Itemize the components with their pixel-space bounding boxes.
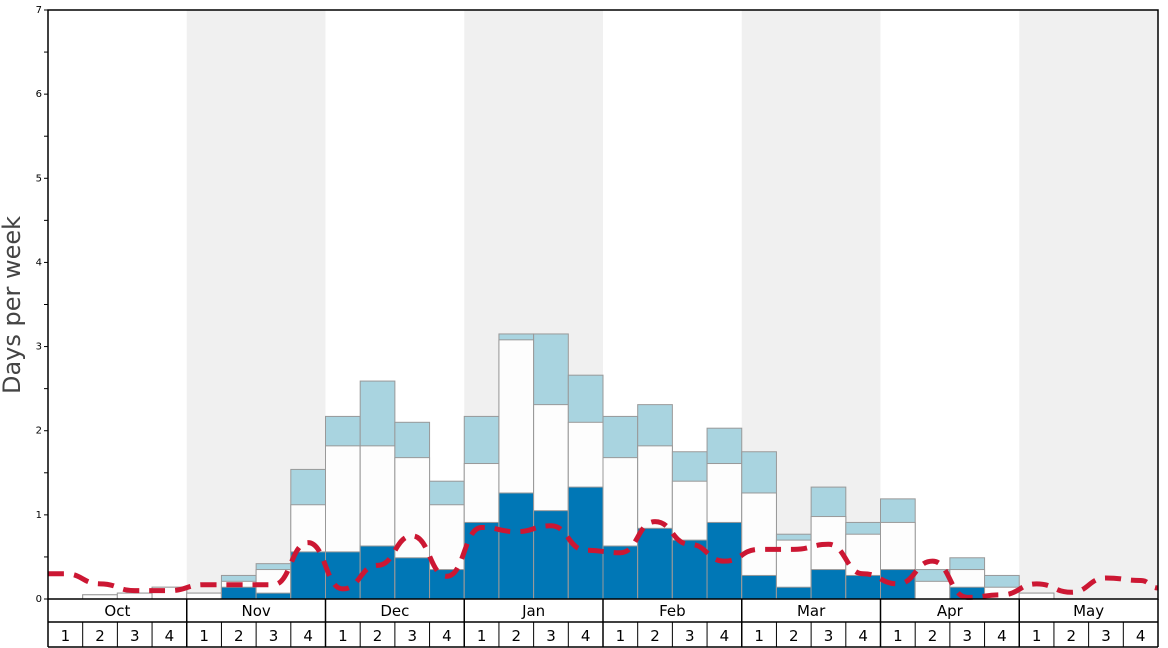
bar-segment xyxy=(741,574,777,600)
week-label: 4 xyxy=(1136,627,1146,645)
week-label: 1 xyxy=(477,627,487,645)
week-label: 1 xyxy=(616,627,626,645)
week-label: 4 xyxy=(442,627,452,645)
week-label: 3 xyxy=(1101,627,1111,645)
week-label: 4 xyxy=(720,627,730,645)
week-label: 2 xyxy=(928,627,938,645)
month-label: Jan xyxy=(521,602,545,620)
bar-segment xyxy=(845,574,881,600)
bar-segment xyxy=(498,492,535,600)
x-axis-labels: Oct 1 2 3 4 Nov 1 2 3 4 Dec 1 2 3 4 Jan 1 2 3 4 Feb 1 2 3 4 Mar 1 2… xyxy=(47,599,1159,648)
y-tick-label: 6 xyxy=(36,89,42,100)
y-tick-label: 3 xyxy=(36,342,42,353)
y-tick-label: 0 xyxy=(36,594,42,605)
y-tick-label: 7 xyxy=(36,5,42,16)
bar-segment xyxy=(810,569,847,600)
month-band xyxy=(1019,10,1158,599)
week-label: 1 xyxy=(1032,627,1042,645)
month-label: May xyxy=(1073,602,1104,620)
week-label: 2 xyxy=(512,627,522,645)
week-label: 3 xyxy=(962,627,972,645)
bar-segment xyxy=(637,527,673,600)
week-label: 3 xyxy=(824,627,834,645)
y-tick-label: 1 xyxy=(36,510,42,521)
month-label: Oct xyxy=(104,602,130,620)
week-label: 3 xyxy=(130,627,140,645)
bar-segment xyxy=(220,586,257,600)
week-label: 3 xyxy=(407,627,417,645)
bar-segment xyxy=(775,586,812,600)
y-axis-label: Days per week xyxy=(0,216,26,394)
week-label: 4 xyxy=(303,627,313,645)
bar-segment xyxy=(394,557,431,600)
month-label: Dec xyxy=(380,602,409,620)
month-label: Mar xyxy=(797,602,826,620)
week-label: 1 xyxy=(893,627,903,645)
week-label: 4 xyxy=(165,627,175,645)
week-label: 4 xyxy=(581,627,591,645)
week-label: 2 xyxy=(234,627,244,645)
week-label: 1 xyxy=(61,627,71,645)
week-label: 1 xyxy=(338,627,348,645)
bar-segment xyxy=(116,592,153,600)
trend-line xyxy=(47,519,1159,600)
week-label: 3 xyxy=(685,627,695,645)
y-tick-label: 4 xyxy=(36,257,42,268)
bar-segment xyxy=(914,580,951,600)
y-tick-label: 5 xyxy=(36,173,42,184)
bar-segment xyxy=(880,569,916,600)
week-label: 4 xyxy=(997,627,1007,645)
month-label: Feb xyxy=(659,602,686,620)
week-label: 2 xyxy=(95,627,105,645)
bar-segment xyxy=(1018,592,1055,600)
bar-segment xyxy=(290,551,326,600)
bar-segment xyxy=(463,521,500,600)
bar-segment xyxy=(255,592,292,600)
week-label: 1 xyxy=(754,627,764,645)
trend-line-group xyxy=(47,519,1159,600)
week-label: 3 xyxy=(546,627,556,645)
week-label: 2 xyxy=(373,627,383,645)
bar-segment xyxy=(186,592,222,600)
week-label: 3 xyxy=(269,627,279,645)
month-bands xyxy=(186,10,1158,599)
week-label: 4 xyxy=(858,627,868,645)
month-label: Nov xyxy=(241,602,270,620)
y-tick-label: 2 xyxy=(36,426,42,437)
week-label: 2 xyxy=(1067,627,1077,645)
week-label: 2 xyxy=(650,627,660,645)
month-label: Apr xyxy=(937,602,964,620)
week-label: 1 xyxy=(199,627,209,645)
week-label: 2 xyxy=(789,627,799,645)
